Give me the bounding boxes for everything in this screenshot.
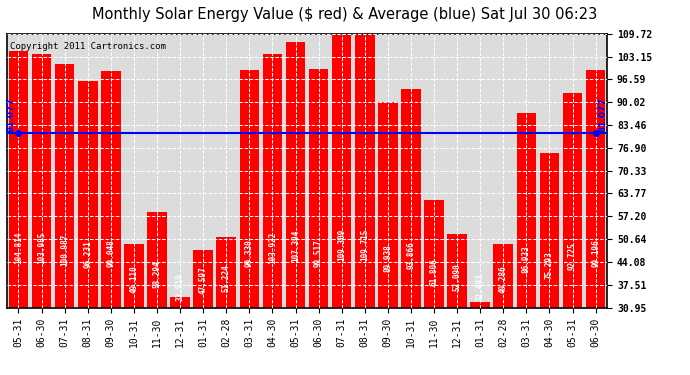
Text: 109.715: 109.715 (360, 229, 369, 261)
Bar (9, 51, 28, 308)
Text: Copyright 2011 Cartronics.com: Copyright 2011 Cartronics.com (10, 42, 166, 51)
Bar (471, 302, 490, 307)
Bar (401, 89, 421, 308)
Text: 103.922: 103.922 (268, 232, 277, 264)
Text: 103.985: 103.985 (37, 232, 46, 264)
Bar (424, 200, 444, 308)
Text: 49.286: 49.286 (499, 265, 508, 293)
Text: 52.090: 52.090 (453, 264, 462, 291)
Bar (124, 244, 144, 308)
Text: 81.077: 81.077 (7, 97, 16, 132)
Text: 51.224: 51.224 (221, 264, 230, 292)
Bar (170, 297, 190, 307)
Text: 33.910: 33.910 (175, 273, 184, 301)
Text: 58.294: 58.294 (152, 260, 161, 288)
Bar (586, 70, 605, 308)
Bar (32, 54, 51, 307)
Bar (217, 237, 236, 308)
Text: 99.330: 99.330 (245, 239, 254, 267)
Bar (78, 81, 97, 308)
Bar (147, 213, 167, 308)
Text: 61.806: 61.806 (430, 258, 439, 286)
Text: 81.077: 81.077 (598, 97, 607, 132)
Bar (563, 93, 582, 308)
Bar (355, 34, 375, 308)
Text: 89.938: 89.938 (384, 244, 393, 272)
Bar (239, 70, 259, 308)
Bar (493, 244, 513, 308)
Bar (101, 71, 121, 308)
Text: Monthly Solar Energy Value ($ red) & Average (blue) Sat Jul 30 06:23: Monthly Solar Energy Value ($ red) & Ave… (92, 8, 598, 22)
Text: 107.394: 107.394 (291, 230, 300, 262)
Text: 93.866: 93.866 (406, 242, 415, 270)
Bar (517, 113, 536, 308)
Text: 99.048: 99.048 (106, 239, 115, 267)
Bar (263, 54, 282, 307)
Text: 49.110: 49.110 (130, 265, 139, 293)
Bar (193, 250, 213, 308)
Bar (309, 69, 328, 308)
Bar (332, 35, 351, 308)
Text: 75.293: 75.293 (545, 251, 554, 279)
Text: 104.814: 104.814 (14, 231, 23, 264)
Text: 86.933: 86.933 (522, 245, 531, 273)
Text: 96.231: 96.231 (83, 240, 92, 268)
Text: 99.517: 99.517 (314, 239, 323, 267)
Bar (286, 42, 305, 308)
Bar (55, 64, 75, 308)
Bar (378, 102, 397, 308)
Text: 92.725: 92.725 (568, 242, 577, 270)
Text: 32.493: 32.493 (475, 274, 484, 302)
Text: 99.196: 99.196 (591, 239, 600, 267)
Text: 100.987: 100.987 (60, 233, 69, 266)
Bar (540, 153, 560, 308)
Text: 47.597: 47.597 (199, 266, 208, 294)
Bar (447, 234, 467, 308)
Text: 109.309: 109.309 (337, 229, 346, 261)
